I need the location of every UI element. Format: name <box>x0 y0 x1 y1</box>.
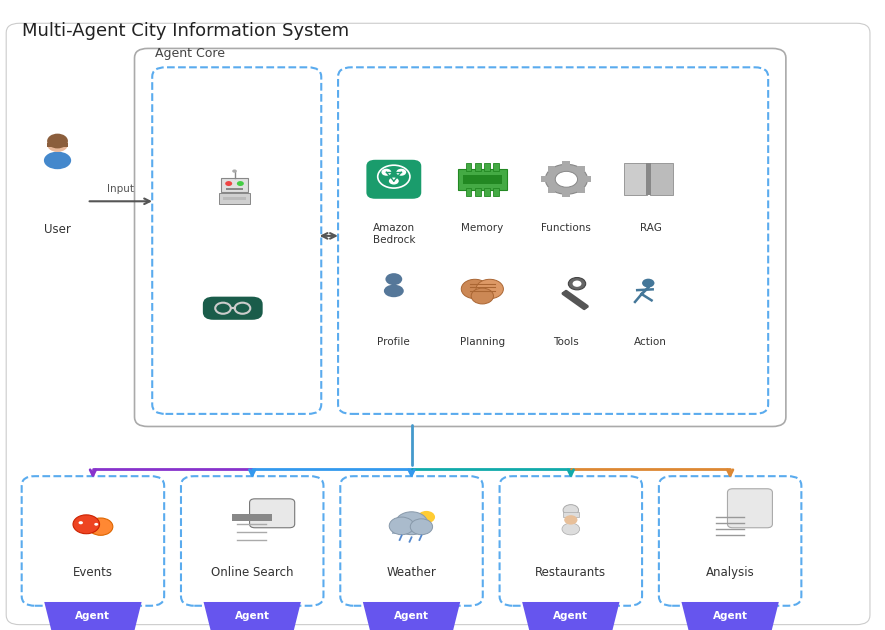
FancyBboxPatch shape <box>392 525 427 534</box>
Text: Events: Events <box>73 566 113 579</box>
FancyBboxPatch shape <box>223 197 246 200</box>
FancyBboxPatch shape <box>548 166 556 171</box>
Ellipse shape <box>44 152 71 169</box>
FancyBboxPatch shape <box>484 163 489 171</box>
FancyBboxPatch shape <box>548 187 556 193</box>
Text: Online Search: Online Search <box>211 566 294 579</box>
Text: User: User <box>44 223 71 236</box>
Circle shape <box>642 278 655 287</box>
FancyBboxPatch shape <box>6 23 870 624</box>
FancyBboxPatch shape <box>493 163 498 171</box>
Circle shape <box>386 273 403 285</box>
FancyBboxPatch shape <box>458 169 507 190</box>
FancyBboxPatch shape <box>563 161 570 167</box>
Polygon shape <box>624 163 648 195</box>
Circle shape <box>389 178 399 185</box>
Text: Agent: Agent <box>394 611 429 621</box>
FancyBboxPatch shape <box>250 499 295 528</box>
Circle shape <box>396 169 406 176</box>
FancyBboxPatch shape <box>583 176 591 182</box>
Polygon shape <box>650 163 673 195</box>
FancyBboxPatch shape <box>493 188 498 195</box>
Circle shape <box>73 515 100 534</box>
FancyBboxPatch shape <box>577 166 585 171</box>
Polygon shape <box>204 602 301 630</box>
Text: RAG: RAG <box>640 223 661 233</box>
Text: Agent Core: Agent Core <box>155 47 225 60</box>
Circle shape <box>389 517 414 535</box>
Text: Multi-Agent City Information System: Multi-Agent City Information System <box>22 22 350 40</box>
Text: Profile: Profile <box>377 336 411 346</box>
FancyBboxPatch shape <box>563 192 570 197</box>
Text: Weather: Weather <box>387 566 436 579</box>
Polygon shape <box>44 602 142 630</box>
Circle shape <box>396 512 427 535</box>
Circle shape <box>471 288 494 304</box>
Polygon shape <box>681 602 779 630</box>
FancyBboxPatch shape <box>232 513 272 521</box>
Circle shape <box>555 171 578 187</box>
FancyBboxPatch shape <box>563 512 579 517</box>
Text: Amazon
Bedrock: Amazon Bedrock <box>373 223 415 245</box>
Circle shape <box>88 518 113 536</box>
FancyBboxPatch shape <box>203 297 263 320</box>
Circle shape <box>573 280 581 287</box>
Text: Functions: Functions <box>542 223 591 233</box>
FancyBboxPatch shape <box>366 160 421 199</box>
Circle shape <box>418 511 435 524</box>
FancyBboxPatch shape <box>658 476 802 606</box>
Text: Agent: Agent <box>553 611 589 621</box>
Text: Action: Action <box>634 336 667 346</box>
FancyBboxPatch shape <box>542 176 550 182</box>
Circle shape <box>47 134 68 149</box>
FancyBboxPatch shape <box>475 188 481 195</box>
FancyBboxPatch shape <box>21 476 165 606</box>
Text: Planning: Planning <box>460 336 504 346</box>
Text: Input: Input <box>107 184 134 194</box>
FancyBboxPatch shape <box>727 489 773 528</box>
Circle shape <box>381 169 391 176</box>
FancyBboxPatch shape <box>646 163 651 195</box>
Text: Memory: Memory <box>461 223 504 233</box>
Circle shape <box>47 137 68 152</box>
Circle shape <box>237 181 244 186</box>
Text: Agent: Agent <box>75 611 111 621</box>
Circle shape <box>545 164 588 194</box>
Circle shape <box>79 521 83 524</box>
Polygon shape <box>522 602 620 630</box>
Polygon shape <box>363 602 460 630</box>
FancyBboxPatch shape <box>577 187 585 193</box>
FancyBboxPatch shape <box>475 163 481 171</box>
Circle shape <box>95 523 98 525</box>
Text: Agent: Agent <box>235 611 270 621</box>
FancyBboxPatch shape <box>221 178 248 192</box>
Circle shape <box>225 181 232 186</box>
Circle shape <box>565 515 578 525</box>
Circle shape <box>232 169 237 173</box>
FancyBboxPatch shape <box>135 49 786 427</box>
FancyBboxPatch shape <box>181 476 323 606</box>
FancyBboxPatch shape <box>47 143 68 147</box>
FancyBboxPatch shape <box>499 476 643 606</box>
Circle shape <box>461 279 489 299</box>
Circle shape <box>476 279 504 299</box>
FancyBboxPatch shape <box>466 188 472 195</box>
Text: Restaurants: Restaurants <box>535 566 606 579</box>
Text: Analysis: Analysis <box>705 566 755 579</box>
Circle shape <box>563 505 579 515</box>
FancyBboxPatch shape <box>463 175 502 184</box>
Ellipse shape <box>562 523 580 535</box>
FancyBboxPatch shape <box>219 193 250 204</box>
Ellipse shape <box>384 285 404 297</box>
FancyBboxPatch shape <box>341 476 483 606</box>
Text: Agent: Agent <box>712 611 748 621</box>
FancyBboxPatch shape <box>484 188 489 195</box>
Text: Tools: Tools <box>553 336 580 346</box>
Circle shape <box>411 519 433 535</box>
FancyBboxPatch shape <box>226 188 243 190</box>
Circle shape <box>568 278 586 290</box>
FancyBboxPatch shape <box>466 163 472 171</box>
